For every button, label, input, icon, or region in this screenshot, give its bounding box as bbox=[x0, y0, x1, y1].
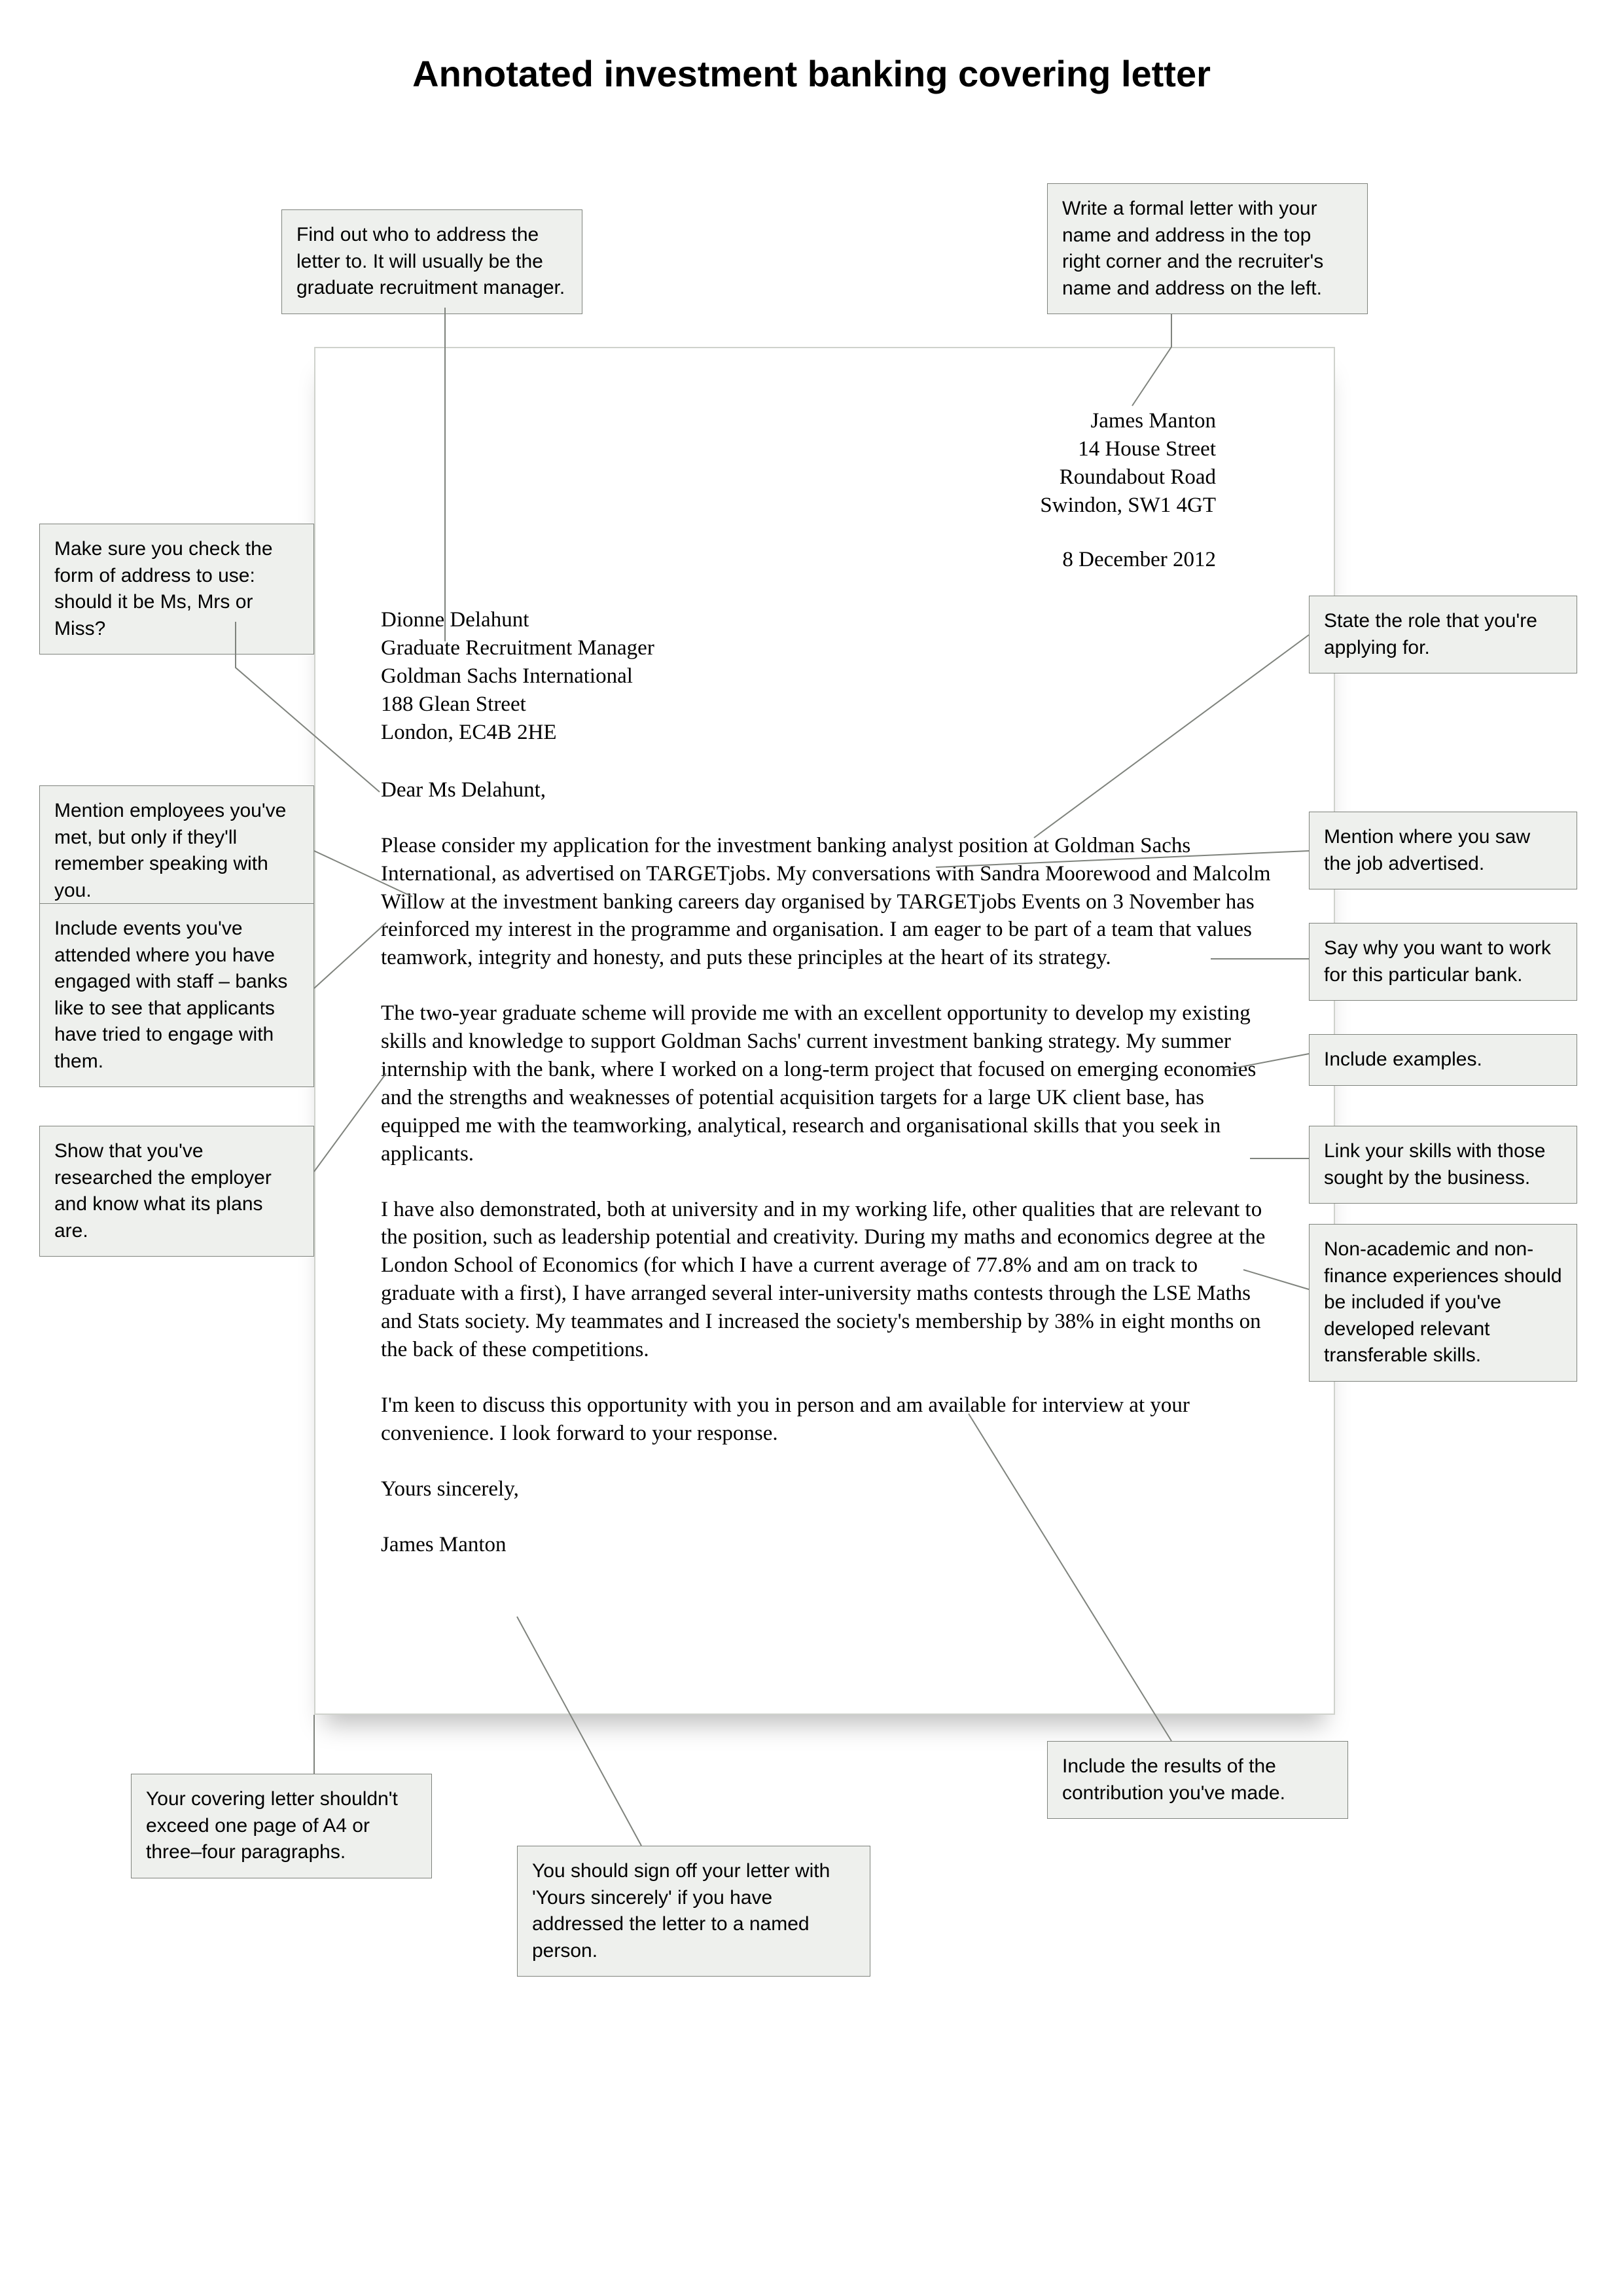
sender-addr2: Roundabout Road bbox=[381, 463, 1216, 492]
note-state-role: State the role that you're applying for. bbox=[1309, 596, 1577, 673]
note-formal-layout: Write a formal letter with your name and… bbox=[1047, 183, 1368, 314]
note-link-skills: Link your skills with those sought by th… bbox=[1309, 1126, 1577, 1204]
recipient-company: Goldman Sachs International bbox=[381, 662, 1275, 691]
sender-block: James Manton 14 House Street Roundabout … bbox=[381, 407, 1275, 520]
signature: James Manton bbox=[381, 1531, 1275, 1559]
paragraph-1: Please consider my application for the i… bbox=[381, 832, 1275, 972]
letter-page: James Manton 14 House Street Roundabout … bbox=[314, 347, 1335, 1715]
note-where-saw-job: Mention where you saw the job advertised… bbox=[1309, 812, 1577, 889]
recipient-name: Dionne Delahunt bbox=[381, 606, 1275, 634]
sender-addr3: Swindon, SW1 4GT bbox=[381, 492, 1216, 520]
note-one-page: Your covering letter shouldn't exceed on… bbox=[131, 1774, 432, 1878]
note-why-this-bank: Say why you want to work for this partic… bbox=[1309, 923, 1577, 1001]
paragraph-3: I have also demonstrated, both at univer… bbox=[381, 1196, 1275, 1364]
sender-addr1: 14 House Street bbox=[381, 435, 1216, 463]
paragraph-2: The two-year graduate scheme will provid… bbox=[381, 999, 1275, 1168]
note-employees-met: Mention employees you've met, but only i… bbox=[39, 785, 314, 916]
salutation: Dear Ms Delahunt, bbox=[381, 776, 1275, 804]
sender-name: James Manton bbox=[381, 407, 1216, 435]
note-sign-off: You should sign off your letter with 'Yo… bbox=[517, 1846, 870, 1977]
recipient-addr2: London, EC4B 2HE bbox=[381, 719, 1275, 747]
note-address-who: Find out who to address the letter to. I… bbox=[281, 209, 582, 314]
note-non-academic: Non-academic and non-finance experiences… bbox=[1309, 1224, 1577, 1382]
page-title: Annotated investment banking covering le… bbox=[0, 52, 1623, 95]
note-researched-employer: Show that you've researched the employer… bbox=[39, 1126, 314, 1257]
note-include-examples: Include examples. bbox=[1309, 1034, 1577, 1086]
recipient-addr1: 188 Glean Street bbox=[381, 691, 1275, 719]
note-form-of-address: Make sure you check the form of address … bbox=[39, 524, 314, 655]
note-results: Include the results of the contribution … bbox=[1047, 1741, 1348, 1819]
letter-date: 8 December 2012 bbox=[381, 546, 1275, 574]
note-events-attended: Include events you've attended where you… bbox=[39, 903, 314, 1087]
recipient-title: Graduate Recruitment Manager bbox=[381, 634, 1275, 662]
paragraph-4: I'm keen to discuss this opportunity wit… bbox=[381, 1391, 1275, 1448]
page-root: Annotated investment banking covering le… bbox=[0, 0, 1623, 2296]
closing: Yours sincerely, bbox=[381, 1475, 1275, 1503]
recipient-block: Dionne Delahunt Graduate Recruitment Man… bbox=[381, 606, 1275, 746]
